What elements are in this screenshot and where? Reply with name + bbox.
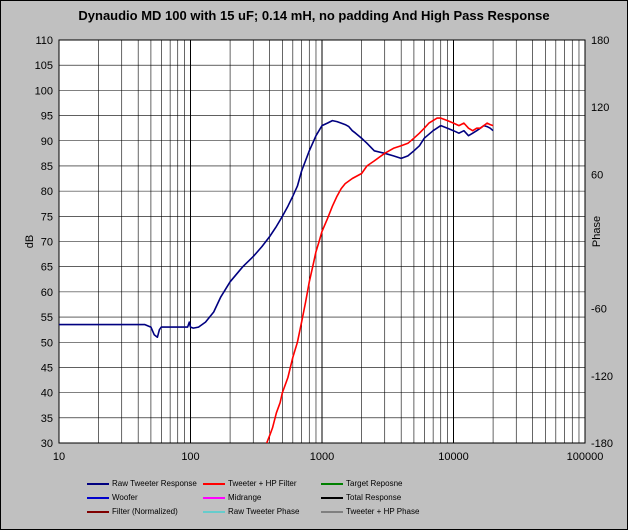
legend-label: Tweeter + HP Phase bbox=[346, 507, 420, 516]
y-tick-label: 50 bbox=[41, 337, 53, 349]
y-tick-label: 100 bbox=[35, 85, 53, 97]
y2-tick-label: -180 bbox=[591, 438, 613, 450]
y-axis-label: dB bbox=[24, 235, 36, 248]
legend-item: Midrange bbox=[203, 493, 261, 502]
legend-label: Woofer bbox=[112, 493, 138, 502]
legend-item: Target Reposne bbox=[321, 479, 402, 488]
legend-swatch bbox=[321, 482, 343, 485]
legend-label: Midrange bbox=[228, 493, 262, 502]
legend-swatch bbox=[87, 496, 109, 499]
legend-swatch bbox=[203, 482, 225, 485]
y2-tick-label: -120 bbox=[591, 371, 613, 383]
x-tick-label: 100 bbox=[181, 451, 199, 463]
series-line bbox=[265, 117, 494, 444]
legend-label: Raw Tweeter Phase bbox=[228, 507, 300, 516]
legend-item: Woofer bbox=[87, 493, 138, 502]
legend-label: Total Response bbox=[346, 493, 402, 502]
y2-axis-label: Phase bbox=[591, 216, 603, 247]
y-tick-label: 110 bbox=[35, 35, 53, 47]
legend-item: Filter (Normalized) bbox=[87, 507, 178, 516]
y-tick-label: 75 bbox=[41, 211, 53, 223]
legend-item: Raw Tweeter Phase bbox=[203, 507, 299, 516]
legend-swatch bbox=[321, 496, 343, 499]
legend-label: Filter (Normalized) bbox=[112, 507, 178, 516]
x-tick-label: 10000 bbox=[438, 451, 469, 463]
y-tick-label: 35 bbox=[41, 413, 53, 425]
y-tick-label: 85 bbox=[41, 161, 53, 173]
y2-tick-label: -60 bbox=[591, 304, 607, 316]
legend-swatch bbox=[203, 496, 225, 499]
y2-tick-label: 60 bbox=[591, 169, 603, 181]
y-tick-label: 40 bbox=[41, 388, 53, 400]
y-tick-label: 55 bbox=[41, 312, 53, 324]
legend-label: Raw Tweeter Response bbox=[112, 479, 197, 488]
legend-label: Tweeter + HP Filter bbox=[228, 479, 297, 488]
chart-title: Dynaudio MD 100 with 15 uF; 0.14 mH, no … bbox=[78, 8, 550, 23]
y2-tick-label: 120 bbox=[591, 102, 609, 114]
x-tick-label: 1000 bbox=[310, 451, 334, 463]
y2-tick-label: 180 bbox=[591, 35, 609, 47]
x-tick-label: 100000 bbox=[567, 451, 604, 463]
y-tick-label: 45 bbox=[41, 362, 53, 374]
legend-swatch bbox=[87, 482, 109, 485]
y-tick-label: 95 bbox=[41, 111, 53, 123]
series-line bbox=[59, 119, 494, 339]
legend-swatch bbox=[87, 510, 109, 513]
legend-label: Target Reposne bbox=[346, 479, 403, 488]
legend-item: Raw Tweeter Response bbox=[87, 479, 197, 488]
legend-item: Tweeter + HP Filter bbox=[203, 479, 297, 488]
legend-item: Tweeter + HP Phase bbox=[321, 507, 419, 516]
legend-swatch bbox=[203, 510, 225, 513]
legend-item: Total Response bbox=[321, 493, 401, 502]
y-tick-label: 60 bbox=[41, 287, 53, 299]
y-tick-label: 90 bbox=[41, 136, 53, 148]
y-tick-label: 65 bbox=[41, 262, 53, 274]
y-tick-label: 105 bbox=[35, 60, 53, 72]
legend-swatch bbox=[321, 510, 343, 513]
y-tick-label: 70 bbox=[41, 237, 53, 249]
y-tick-label: 80 bbox=[41, 186, 53, 198]
x-tick-label: 10 bbox=[53, 451, 65, 463]
y-tick-label: 30 bbox=[41, 438, 53, 450]
